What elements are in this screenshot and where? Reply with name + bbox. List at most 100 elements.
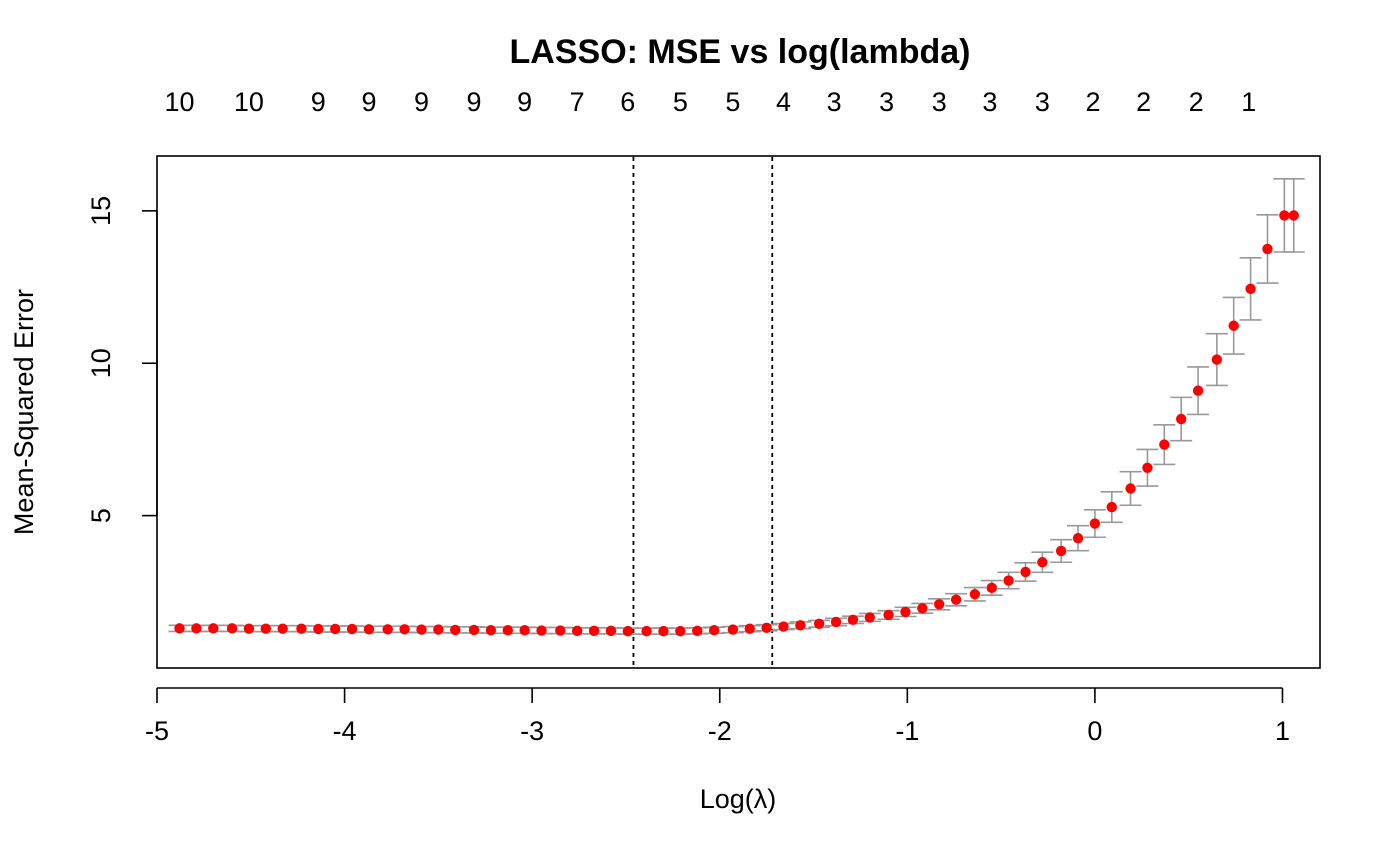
top-axis-label: 3 [827,87,842,117]
data-point [986,582,997,594]
data-point [727,624,739,635]
x-tick-label: -1 [895,716,919,746]
data-point [468,624,480,636]
data-point [1072,532,1084,544]
data-point [1106,501,1117,513]
data-point [969,589,981,600]
data-point [1211,354,1223,365]
top-axis: 10 10 9 9 9 9 9 7 6 5 5 4 3 3 3 3 3 2 2 2 1 [164,87,1256,117]
data-point [761,622,772,633]
data-point [260,623,271,634]
reference-lines [632,157,774,667]
data-point [174,623,185,634]
data-point [900,606,911,618]
top-axis-label: 9 [311,87,326,117]
error-bars [168,178,1305,635]
data-point [1089,518,1101,529]
data-point [1003,575,1014,586]
x-tick-label: -3 [520,716,544,746]
data-point [346,623,358,635]
data-point [277,623,288,634]
top-axis-label: 10 [164,87,194,117]
y-axis: 5 10 15 [86,196,158,523]
data-point [605,625,617,637]
data-point [1055,545,1067,557]
top-axis-label: 3 [932,87,947,117]
top-axis-label: 3 [879,87,894,117]
data-point [1142,462,1153,473]
data-point [1020,566,1031,578]
top-axis-label: 9 [466,87,481,117]
data-point [363,624,375,635]
data-point [1245,283,1256,295]
y-tick-label: 10 [86,348,116,378]
data-point [399,624,410,635]
data-point [382,624,393,635]
data-point [1279,210,1290,221]
y-axis-title: Mean-Squared Error [9,289,39,535]
data-point [847,614,859,626]
data-point [917,603,928,614]
x-axis-title: Log(λ) [700,784,777,814]
data-point [588,625,600,637]
data-point [692,625,703,637]
data-point [658,625,669,637]
data-point [830,616,842,628]
data-point [191,623,202,634]
data-point [1288,210,1299,221]
x-tick-label: -4 [333,716,357,746]
data-point [1175,413,1187,425]
data-point [813,618,825,630]
data-point [519,625,530,636]
top-axis-label: 9 [414,87,429,117]
data-point [330,623,341,635]
data-point [950,594,962,605]
data-point [502,625,513,636]
data-point [934,599,945,610]
data-point [675,625,686,637]
top-axis-label: 10 [234,87,264,117]
top-axis-label: 2 [1086,87,1101,117]
data-point [208,623,219,634]
x-tick-label: -2 [708,716,732,746]
data-point [433,624,444,635]
chart-title: LASSO: MSE vs log(lambda) [510,33,971,71]
top-axis-label: 1 [1241,87,1256,117]
y-tick-label: 5 [86,508,116,523]
top-axis-label: 6 [620,87,635,117]
data-point [536,625,547,636]
data-point [416,624,427,635]
top-axis-label: 7 [570,87,585,117]
data-points [174,210,1299,637]
top-axis-label: 2 [1136,87,1151,117]
data-point [1037,557,1048,568]
data-point [708,625,720,636]
x-tick-label: -5 [145,716,169,746]
data-point [571,625,583,637]
data-point [555,625,566,636]
data-point [1125,483,1136,494]
data-point [864,612,876,623]
data-point [296,623,307,634]
data-point [744,623,755,634]
x-tick-label: 1 [1275,716,1290,746]
top-axis-label: 5 [725,87,740,117]
data-point [450,624,461,636]
top-axis-label: 4 [776,87,791,117]
data-point [622,625,634,637]
data-point [795,620,806,631]
data-point [243,623,255,634]
x-tick-label: 0 [1087,716,1102,746]
data-point [778,621,789,632]
data-point [641,625,652,637]
y-tick-label: 15 [86,196,116,226]
plot-frame [156,155,1321,669]
data-point [1228,320,1239,331]
x-axis: -5 -4 -3 -2 -1 0 1 [145,687,1290,746]
data-point [313,623,324,635]
data-point [485,625,497,636]
top-axis-label: 2 [1189,87,1204,117]
data-point [1262,243,1273,255]
data-point [226,623,238,634]
